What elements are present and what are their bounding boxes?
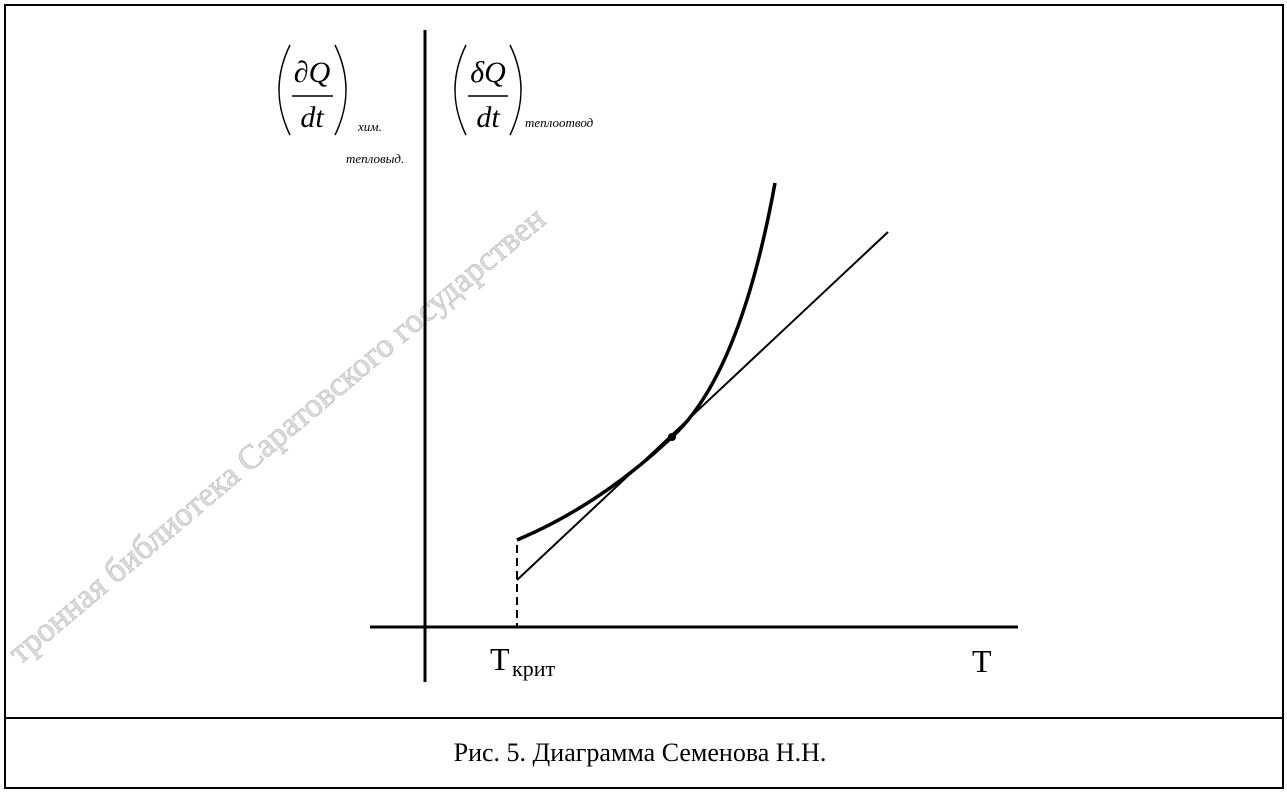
paren: [278, 44, 291, 136]
heat-removal-line: [516, 231, 889, 581]
paren: [454, 44, 467, 136]
paren: [334, 44, 347, 136]
paren: [509, 44, 522, 136]
critical-subscript: крит: [512, 656, 555, 681]
watermark: тронная библиотека Саратовского государс…: [1, 200, 552, 671]
numerator: δQ: [470, 56, 506, 89]
heat-release-curve: [516, 182, 777, 542]
frame: [4, 4, 1284, 789]
caption: Рис. 5. Диаграмма Семенова Н.Н.: [454, 738, 827, 767]
subscript: хим.: [357, 119, 382, 134]
denominator: dt: [476, 101, 500, 134]
denominator: dt: [300, 101, 324, 134]
subscript: теплоотвод: [525, 115, 594, 130]
tangent-point: [668, 433, 676, 441]
subscript: тепловыд.: [346, 151, 404, 166]
critical-label: T: [490, 641, 510, 677]
x-label: T: [972, 643, 992, 679]
numerator: ∂Q: [294, 56, 331, 89]
